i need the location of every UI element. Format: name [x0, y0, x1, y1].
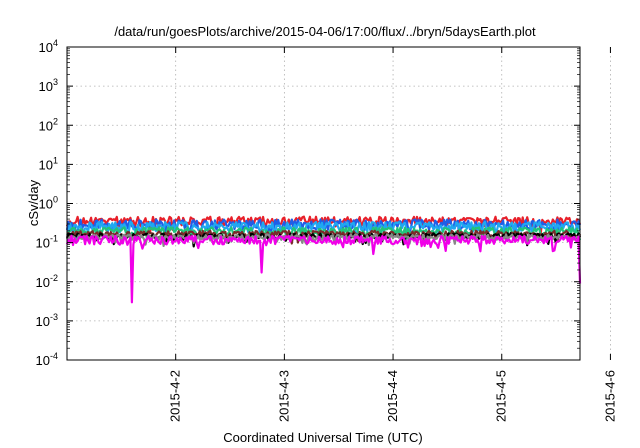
- series-line: [65, 234, 582, 304]
- x-axis-label: Coordinated Universal Time (UTC): [223, 430, 422, 445]
- x-tick-label: 2015-4-5: [494, 370, 509, 422]
- y-tick-label: 103: [39, 77, 58, 94]
- series-line: [66, 226, 582, 242]
- y-tick-label: 10-4: [36, 351, 58, 368]
- x-tick-label: 2015-4-4: [385, 370, 400, 422]
- y-tick-label: 10-1: [36, 234, 58, 251]
- y-tick-label: 104: [39, 38, 58, 55]
- y-tick-label: 10-2: [36, 273, 58, 290]
- grid: [67, 47, 611, 360]
- axes: 10-4 10-3 10-2 10-1 100 101 102 103 104 2015-4-2 2…: [36, 38, 618, 422]
- y-axis-label: cSv/day: [26, 179, 41, 226]
- y-tick-label: 102: [39, 116, 58, 133]
- series-group: [65, 215, 582, 304]
- y-tick-label: 10-3: [36, 312, 58, 329]
- chart-title: /data/run/goesPlots/archive/2015-04-06/1…: [114, 24, 536, 39]
- y-tick-label: 100: [39, 195, 58, 212]
- x-tick-label: 2015-4-3: [276, 370, 291, 422]
- x-tick-label: 2015-4-2: [168, 370, 183, 422]
- x-tick-label: 2015-4-6: [602, 370, 617, 422]
- y-tick-label: 101: [39, 155, 58, 172]
